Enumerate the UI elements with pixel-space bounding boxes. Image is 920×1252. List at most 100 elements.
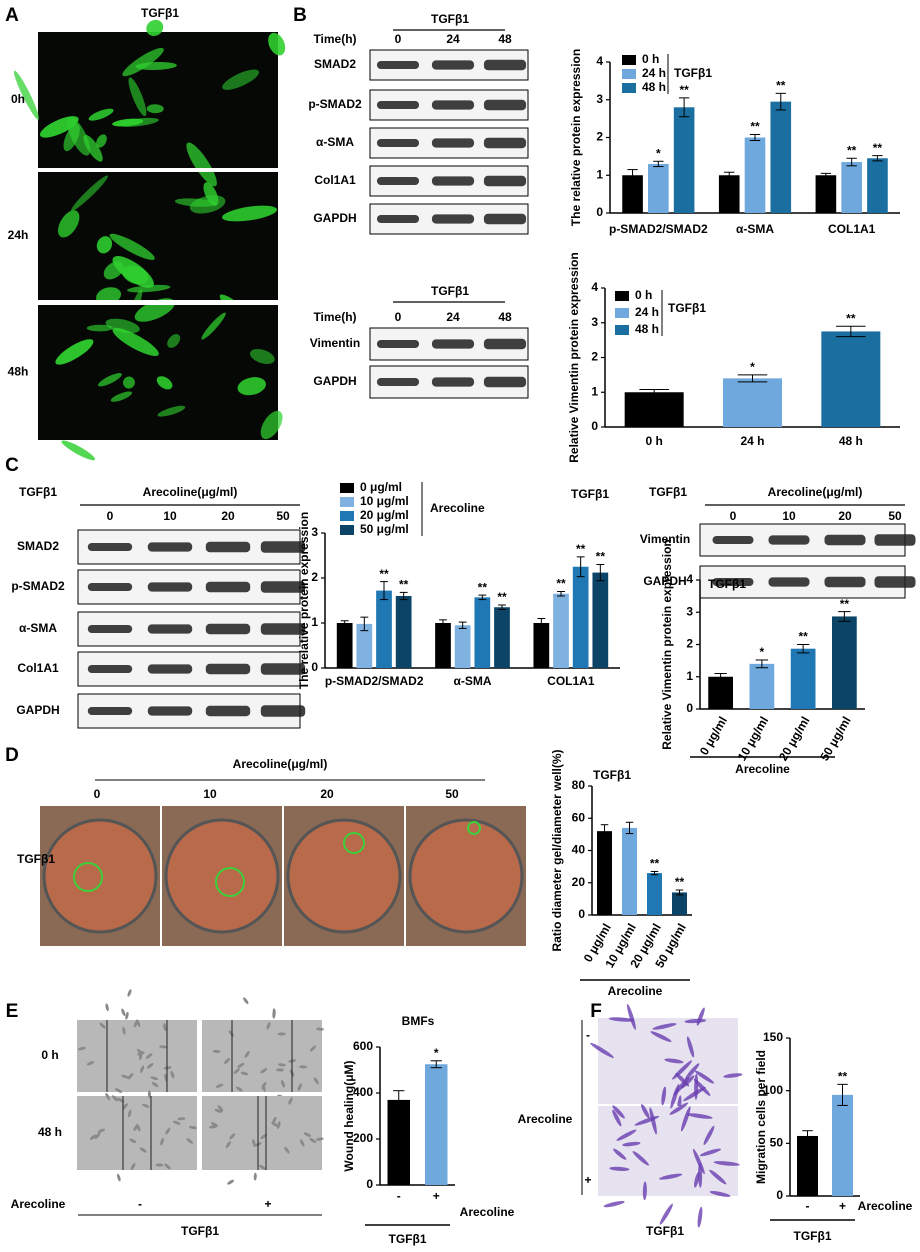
row-label: 48 h (38, 1125, 62, 1139)
y-tick-label: 150 (763, 1030, 783, 1044)
chart-title: TGFβ1 (571, 487, 609, 501)
band (874, 534, 916, 546)
cell (275, 1068, 284, 1072)
band (376, 378, 420, 386)
cell (642, 1181, 647, 1201)
cell (281, 1079, 285, 1088)
blot-treatment: TGFβ1 (649, 485, 687, 499)
x-tick-label: - (806, 1199, 810, 1213)
bar (622, 175, 643, 213)
cell (284, 1146, 290, 1154)
blot-row-label: Vimentin (640, 532, 690, 546)
blot-treatment: TGFβ1 (431, 284, 469, 298)
cell (116, 1173, 121, 1182)
significance-label: ** (838, 1070, 848, 1084)
band (483, 99, 527, 111)
bar (592, 572, 609, 668)
cell (249, 348, 275, 364)
cell (188, 1125, 197, 1130)
row-label: 0h (11, 92, 25, 106)
cell (244, 1050, 250, 1058)
cell (680, 1106, 691, 1132)
cell (71, 175, 108, 212)
blot-row-label: GAPDH (313, 211, 356, 225)
column-label: + (264, 1197, 271, 1211)
cell (105, 1003, 109, 1012)
blot-row-label: SMAD2 (17, 539, 59, 553)
y-tick-label: 4 (591, 280, 598, 294)
y-tick-label: 60 (572, 810, 586, 824)
lane-label: 10 (203, 787, 217, 801)
bar (708, 676, 733, 709)
cell (650, 1031, 672, 1042)
lane-label: 0 (107, 509, 114, 523)
x-tick-label: 24 h (740, 434, 764, 448)
treatment-label: Arecoline (518, 1112, 573, 1126)
lane-label: 20 (320, 787, 334, 801)
cell (260, 1068, 268, 1074)
cell (228, 1030, 235, 1037)
significance-label: ** (675, 875, 685, 889)
cell (217, 1105, 224, 1112)
gel-outline (73, 862, 103, 892)
cell (658, 1173, 683, 1180)
cell (96, 134, 107, 148)
row-label: 0 h (41, 1048, 58, 1062)
cell (609, 1166, 630, 1171)
cell (163, 1023, 167, 1032)
significance-label: ** (399, 578, 409, 592)
row-label: - (586, 1028, 590, 1042)
band (483, 137, 527, 149)
bar (395, 596, 412, 668)
group-label: Arecoline (608, 984, 663, 998)
cell (240, 1071, 249, 1076)
chart-title: BMFs (402, 1014, 435, 1028)
y-tick-label: 4 (686, 572, 693, 586)
legend-swatch (340, 497, 354, 507)
significance-label: ** (497, 590, 507, 604)
cell (309, 1045, 316, 1052)
cell (272, 1010, 276, 1019)
band (712, 578, 754, 586)
significance-label: ** (379, 567, 389, 581)
fluorescence-image (38, 172, 278, 300)
cell (683, 1086, 706, 1102)
chart-title: TGFβ1 (593, 768, 631, 782)
cell (612, 1105, 625, 1119)
blot-row-label: GAPDH (313, 374, 356, 388)
y-axis-label: The relative protein expression (297, 512, 311, 689)
panel-a-title: TGFβ1 (141, 6, 179, 20)
y-tick-label: 20 (572, 875, 586, 889)
cell (146, 1063, 154, 1069)
cell (661, 1086, 667, 1106)
group-label: TGFβ1 (794, 1229, 832, 1243)
cell (105, 318, 140, 334)
lane-label: 20 (838, 509, 852, 523)
cell (167, 334, 181, 348)
cell (139, 1052, 143, 1061)
lane-label: 0 (94, 787, 101, 801)
y-tick-label: 3 (311, 525, 318, 539)
cell (133, 1019, 138, 1028)
bar (797, 1135, 818, 1196)
well (286, 818, 402, 934)
cell (165, 1127, 171, 1135)
bar (647, 873, 662, 915)
cell (201, 312, 226, 340)
legend-swatch (622, 55, 636, 65)
cell (155, 1163, 164, 1167)
cell (603, 1201, 625, 1208)
bar (790, 648, 816, 709)
band (260, 541, 306, 553)
band (768, 535, 810, 545)
x-tick-label: α-SMA (453, 674, 491, 688)
y-axis-label: The relative protein expression (569, 49, 583, 226)
well (164, 818, 280, 934)
blot-treatment: TGFβ1 (431, 12, 469, 26)
cell (608, 1017, 635, 1022)
cell (612, 1109, 622, 1127)
bar (494, 607, 510, 668)
bar (454, 625, 471, 668)
y-tick-label: 3 (686, 604, 693, 618)
band (431, 60, 475, 70)
